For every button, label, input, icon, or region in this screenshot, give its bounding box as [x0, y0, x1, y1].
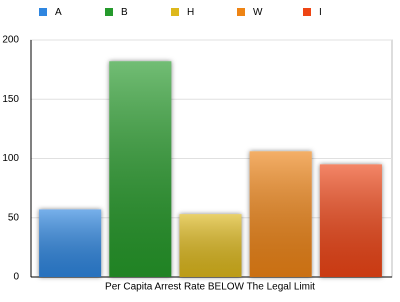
- legend-label: A: [55, 7, 62, 18]
- y-tick-label: 200: [2, 35, 19, 46]
- y-tick-label: 50: [8, 212, 20, 223]
- x-axis-title: Per Capita Arrest Rate BELOW The Legal L…: [105, 282, 315, 293]
- y-tick-label: 100: [2, 153, 19, 164]
- y-tick-label: 150: [2, 94, 19, 105]
- legend-swatch: [39, 8, 47, 16]
- legend-label: H: [187, 7, 194, 18]
- legend-label: W: [253, 7, 263, 18]
- bar-shine: [319, 164, 382, 277]
- legend-swatch: [303, 8, 311, 16]
- bar-shine: [39, 209, 102, 277]
- y-tick-label: 0: [13, 272, 19, 283]
- legend-swatch: [171, 8, 179, 16]
- legend-swatch: [237, 8, 245, 16]
- bar-shine: [179, 214, 242, 277]
- bar-shine: [109, 61, 172, 277]
- legend-label: B: [121, 7, 128, 18]
- bar-shine: [249, 151, 312, 277]
- legend-swatch: [105, 8, 113, 16]
- legend-label: I: [319, 7, 322, 18]
